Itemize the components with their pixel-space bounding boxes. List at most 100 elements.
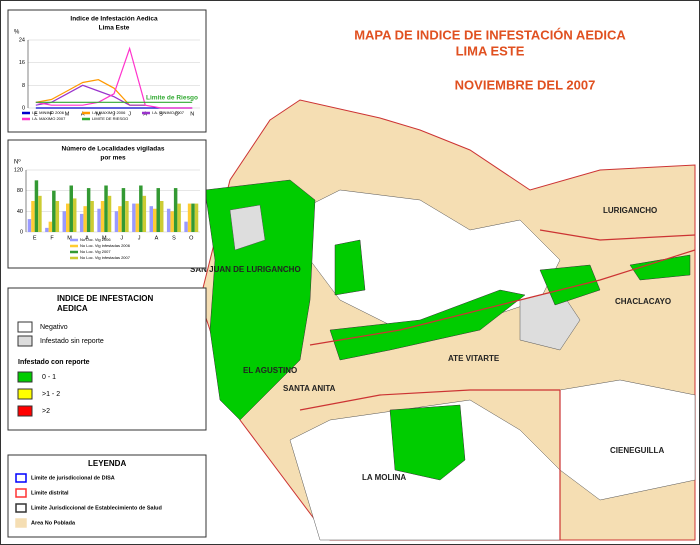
bar [177,203,181,232]
bar [52,190,56,232]
x-tick-label: A [85,235,89,241]
y-tick-label: 8 [22,83,25,89]
bar [34,180,39,232]
district-area [229,204,266,251]
x-tick-label: M [65,111,70,117]
district-label: CIENEGUILLA [610,446,664,455]
x-tick-label: J [128,111,131,117]
bar [139,185,143,232]
y-tick-label: 120 [14,167,23,173]
x-tick-label: F [50,235,54,241]
infested-area [389,404,466,481]
legend-panel [7,287,207,431]
x-tick-label: S [159,111,163,117]
legend-swatch [15,503,27,513]
bar [118,206,122,232]
bar [79,213,84,232]
bar [66,203,70,232]
infested-area [334,239,366,296]
legend-label: I.A. MINIMO 2007 [152,110,185,115]
district-border [309,249,696,346]
bar [166,208,171,232]
legend-label: Limite de jurisdiccional de DISA [31,475,115,481]
chart-title: Número de Localidades vigiladas [62,146,165,153]
chart-panel [7,9,207,133]
bar [132,203,136,232]
x-tick-label: A [143,111,147,117]
bar [153,208,157,232]
infested-area [539,264,601,306]
bar [114,211,119,232]
y-tick-label: 0 [22,105,25,111]
legend-label: >2 [42,408,50,415]
legend-label: 0 - 1 [42,374,56,381]
map-date: NOVIEMBRE DEL 2007 [455,77,596,92]
y-tick-label: 0 [20,229,23,235]
legend-swatch [15,473,27,483]
legend-label: No Loc. Vig 2006 [80,237,111,242]
legend-label: Negativo [40,324,68,331]
legend-panel [7,454,207,538]
bar [121,188,126,232]
bar [90,201,94,232]
bar [107,195,112,232]
district-label: CHACLACAYO [615,297,671,306]
x-tick-label: M [102,235,107,241]
x-tick-label: J [120,235,123,241]
x-tick-label: A [155,235,159,241]
bar [170,211,174,232]
y-tick-label: 80 [17,188,23,194]
district-label: EL AGUSTINO [243,366,297,375]
bar [194,203,199,232]
x-tick-label: M [96,111,101,117]
bar [135,203,140,232]
bar [159,201,164,232]
bar [55,201,60,232]
bar [149,206,154,232]
district-area [559,379,696,501]
bar [86,188,91,232]
district-label: SANTA ANITA [283,384,336,393]
legend-label: I.A. MAXIMO 2007 [32,116,66,121]
infested-area [329,289,526,361]
annotation: Limite de Riesgo [146,95,198,102]
y-axis-label: Nº [14,159,21,166]
map: LURIGANCHO SAN JUAN DE LURIGANCHO CHACLA… [190,99,696,541]
district-label: LURIGANCHO [603,206,657,215]
legend-swatch [15,518,27,528]
bar [48,221,53,232]
series-line [35,84,146,106]
x-tick-label: J [138,235,141,241]
chart-subtitle: por mes [100,155,126,162]
x-tick-label: O [189,235,194,241]
legend-label: LIMITE DE RIESGO [92,116,128,121]
district-border [539,229,696,241]
legend-label: No Loc. Vig infestadas 2006 [80,243,131,248]
bar [31,201,35,232]
bar [27,219,32,232]
infested-area [204,179,316,421]
y-axis-label: % [14,30,20,36]
legend-label: Infestado sin reporte [40,338,104,345]
bar [69,185,73,232]
legend-label: No Loc. Vig 2007 [80,249,111,254]
bar [173,188,178,232]
district-label: ATE VITARTE [448,354,500,363]
district-border [299,389,560,411]
x-tick-label: F [50,111,54,117]
bar [38,195,42,232]
map-subtitle: LIMA ESTE [456,43,525,58]
legend-swatch [17,371,33,383]
x-tick-label: N [190,111,194,117]
bar [72,198,77,232]
bar [45,227,49,232]
legend-title: INDICE DE INFESTACION [57,294,154,303]
y-tick-label: 16 [19,60,25,66]
bar [100,201,105,232]
x-tick-label: E [34,111,38,117]
legend-swatch [15,488,27,498]
x-tick-label: M [67,235,72,241]
legend-title: AEDICA [57,304,88,313]
legend-subtitle: Infestado con reporte [18,359,90,366]
